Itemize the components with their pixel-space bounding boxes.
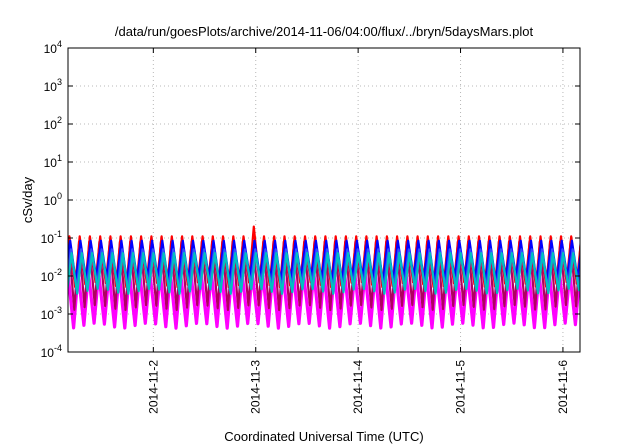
- y-tick-label: 100: [44, 191, 62, 208]
- series-line: [68, 252, 580, 295]
- x-tick-label: 2014-11-3: [249, 360, 263, 414]
- chart-title: /data/run/goesPlots/archive/2014-11-06/0…: [115, 24, 534, 39]
- y-tick-label: 102: [44, 115, 62, 132]
- y-tick-label: 10-1: [41, 229, 62, 246]
- y-tick-label: 104: [44, 39, 62, 56]
- y-tick-label: 101: [44, 153, 62, 170]
- x-tick-label: 2014-11-2: [146, 360, 160, 414]
- y-axis-label: cSv/day: [20, 176, 35, 223]
- y-tick-label: 10-2: [41, 267, 62, 284]
- x-axis-label: Coordinated Universal Time (UTC): [224, 429, 423, 444]
- x-tick-label: 2014-11-5: [454, 360, 468, 414]
- y-tick-label: 10-4: [41, 343, 62, 360]
- ticks: 10-4 10-3 10-2 10-1 100 101 102 103 104 2014-11-2…: [41, 39, 580, 414]
- series-layer: [68, 225, 580, 330]
- y-tick-label: 103: [44, 77, 62, 94]
- y-tick-label: 10-3: [41, 305, 62, 322]
- x-tick-label: 2014-11-6: [556, 360, 570, 414]
- x-tick-label: 2014-11-4: [351, 360, 365, 414]
